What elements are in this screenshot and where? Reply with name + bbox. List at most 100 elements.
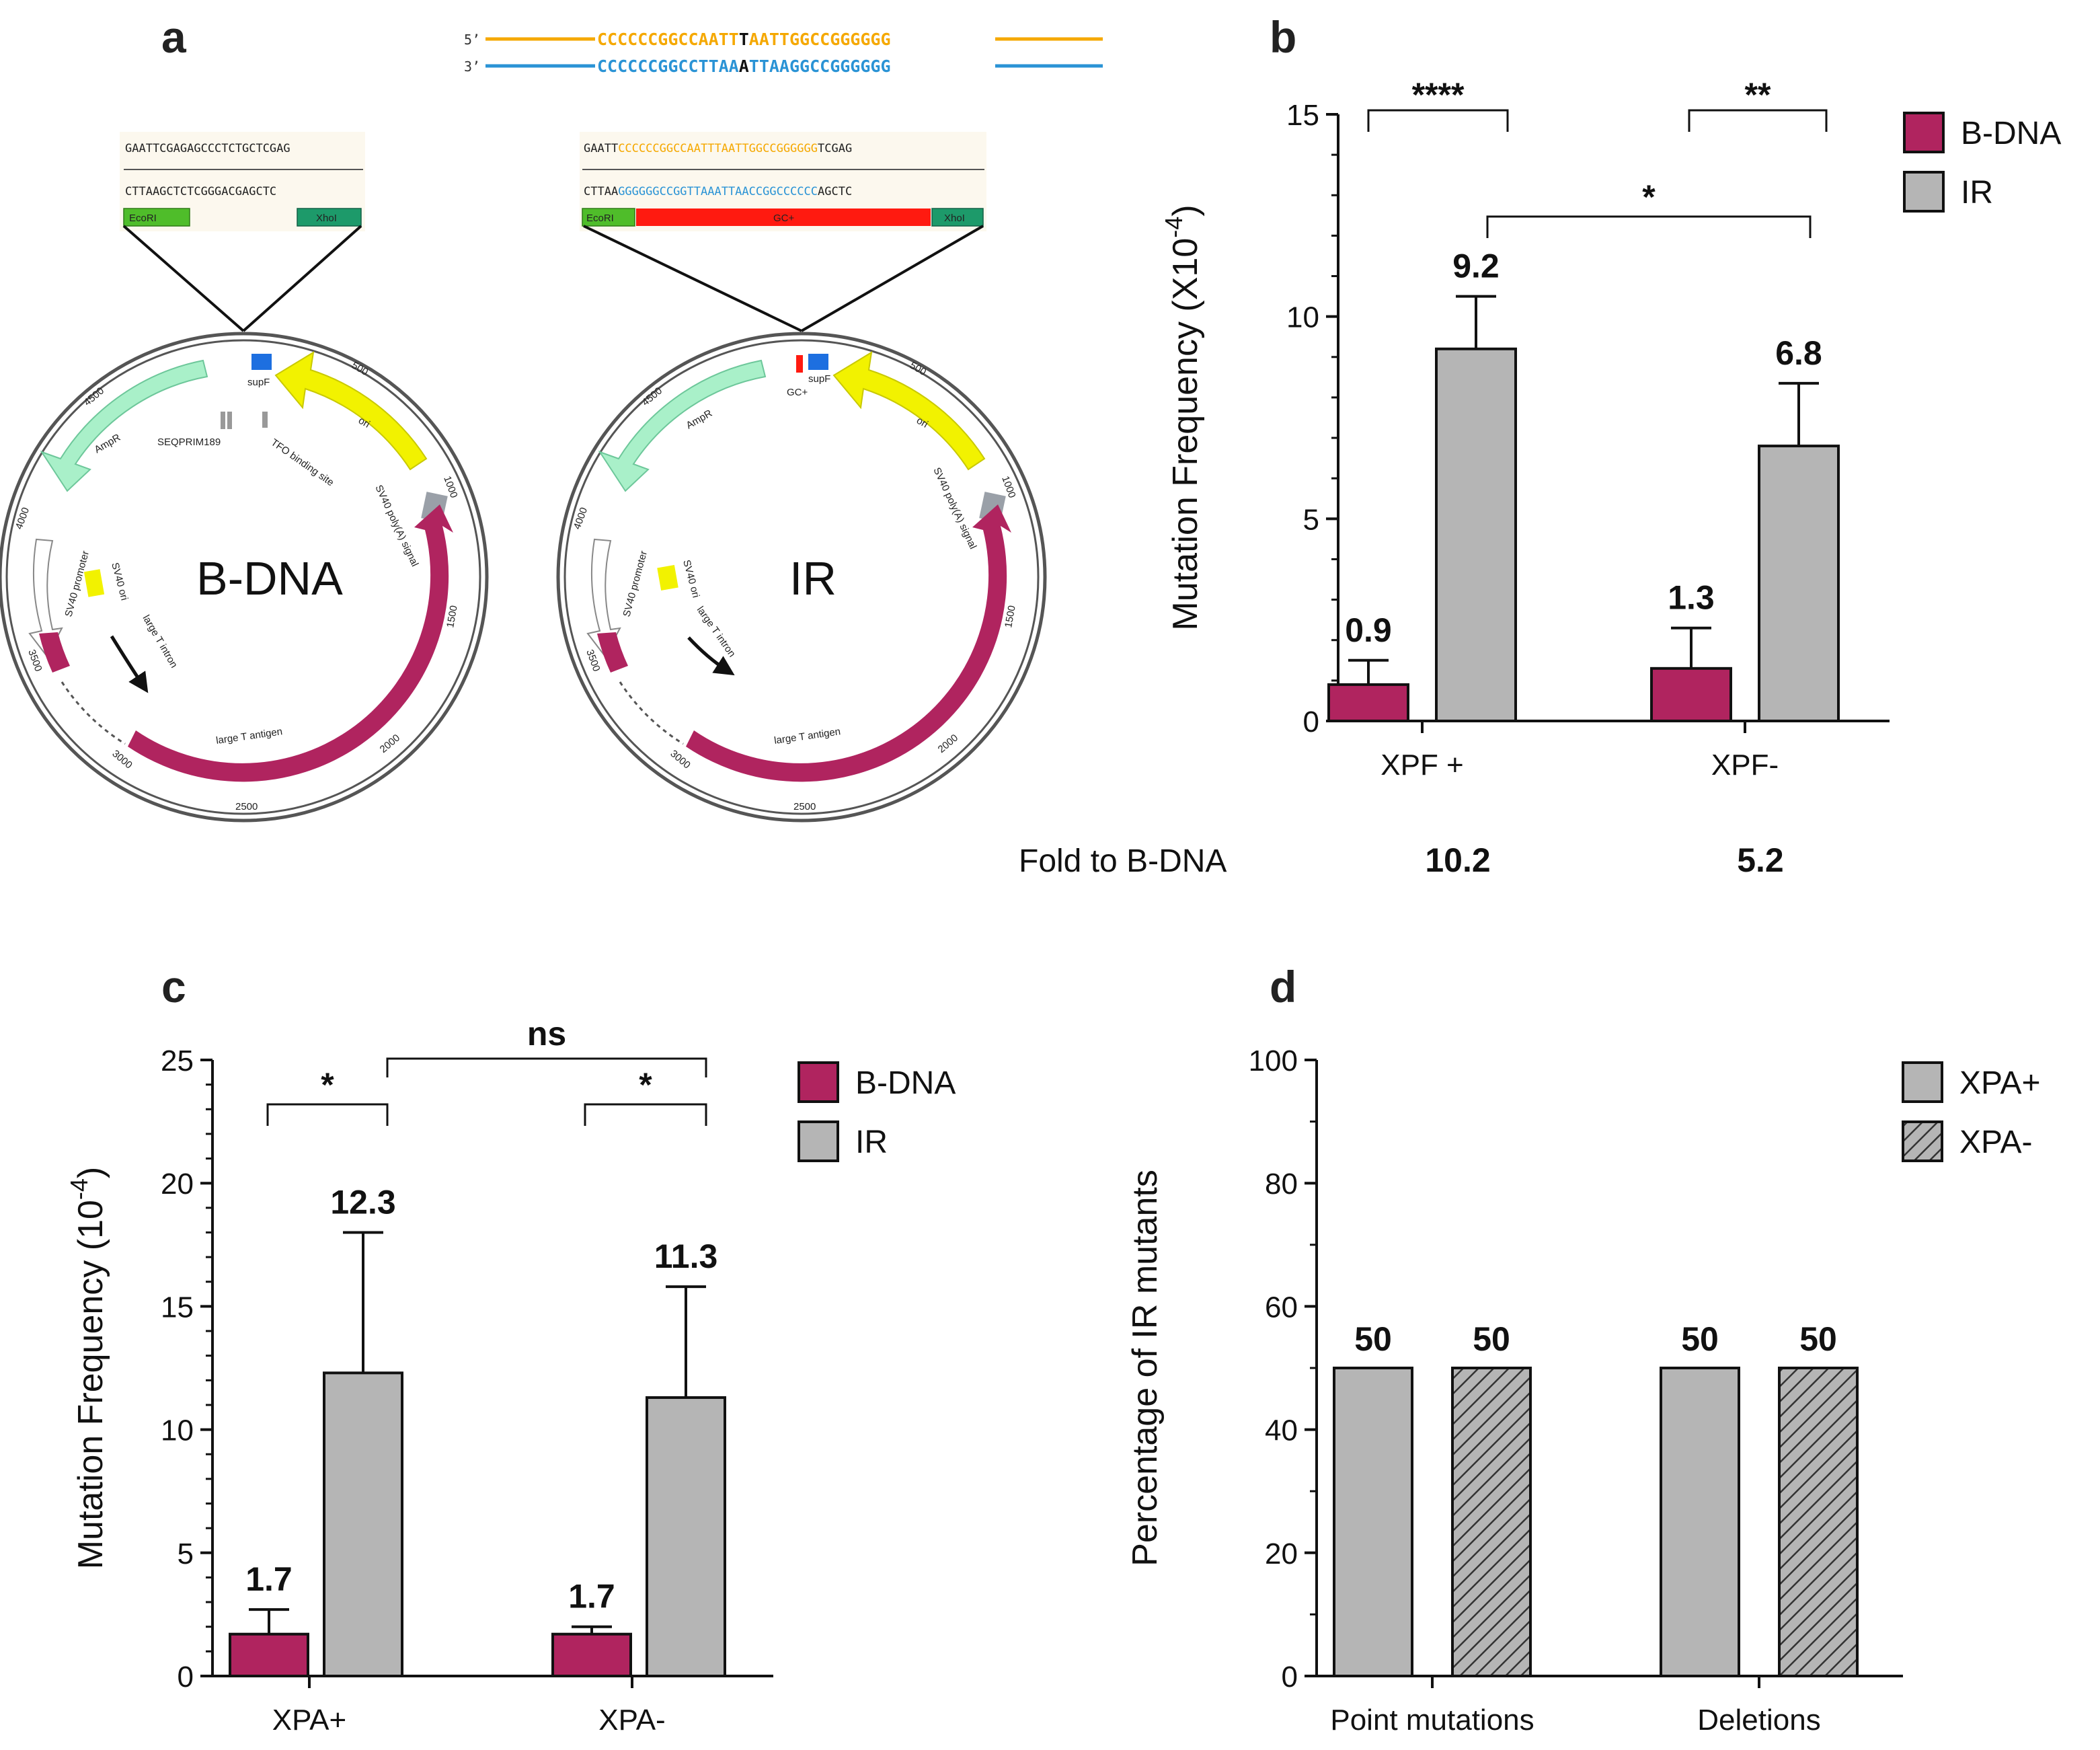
ir-ecori-label: EcoRI xyxy=(586,213,614,224)
ir-gc-site xyxy=(636,208,931,226)
bdna-ori-arrow xyxy=(274,351,428,471)
bar-ir-0 xyxy=(1435,347,1517,722)
ir-antigen-segment xyxy=(597,632,628,673)
significance-label: ns xyxy=(527,1015,566,1053)
bdna-tfo-feature xyxy=(262,412,268,428)
y-tick-label: 80 xyxy=(1265,1168,1298,1201)
ir-tick-2500: 2500 xyxy=(793,801,816,812)
bdna-ori-label: ori xyxy=(356,415,372,430)
ir-backbone-inner xyxy=(563,339,1040,815)
bdna-intron-dashed xyxy=(61,681,126,745)
chart-b: 0 5 10 15 XPF + XPF- 0.9 1.3 9.2 6.8 B-DNA IR Mutati… xyxy=(1019,76,2061,879)
ir-map-center-label: IR xyxy=(789,552,837,605)
bdna-ampr-arrow xyxy=(40,359,208,492)
bdna-antigen-arrow xyxy=(128,504,453,782)
bdna-tick-2500: 2500 xyxy=(235,801,258,812)
bdna-insert: GAATTCGAGAGCCCTCTGCTCGAG CTTAAGCTCTCGGGA… xyxy=(120,132,365,332)
x-category-label: XPF- xyxy=(1711,749,1779,782)
data-label: 1.7 xyxy=(245,1560,293,1598)
significance-label: * xyxy=(1642,178,1656,216)
bar-b-dna-0 xyxy=(229,1632,309,1677)
ir-gc-label: GC+ xyxy=(773,213,795,224)
ir-supf-feature xyxy=(808,354,828,370)
y-tick-label: 25 xyxy=(161,1044,194,1077)
bar-b-dna-1 xyxy=(1650,667,1732,722)
bdna-ecori-site xyxy=(123,208,190,227)
dna-sequence-header: 5’ CCCCCCGGCCAATTTAATTGGCCGGGGGG 3’ CCCC… xyxy=(464,30,1103,76)
bdna-tick-4500: 4500 xyxy=(82,385,106,408)
data-label: 50 xyxy=(1473,1320,1510,1358)
panel-letter-a: a xyxy=(161,12,187,62)
data-label: 50 xyxy=(1681,1320,1719,1358)
bdna-tick-3000: 3000 xyxy=(110,748,134,771)
ir-ampr-label: AmpR xyxy=(685,408,715,432)
bar-xpa--0 xyxy=(1333,1367,1413,1677)
ir-backbone-outer xyxy=(556,332,1047,823)
bdna-ecori-label: EcoRI xyxy=(129,213,157,224)
bdna-seqprim-feature-2 xyxy=(227,412,232,429)
legend-swatch xyxy=(1902,1061,1943,1103)
ir-tick-4500: 4500 xyxy=(640,385,664,408)
ir-insert-top-seq: GAATTCCCCCCGGCCAATTTAATTGGCCGGGGGGTCGAG xyxy=(584,142,852,155)
bdna-tick-1500: 1500 xyxy=(444,605,460,629)
data-label: 0.9 xyxy=(1345,611,1392,649)
ir-intron-dashed xyxy=(619,681,684,745)
bdna-tick-2000: 2000 xyxy=(378,732,402,755)
ir-promoter-label: SV40 promoter xyxy=(621,549,650,618)
ir-xhoi-label: XhoI xyxy=(944,213,965,224)
significance-bracket xyxy=(1367,109,1509,132)
bar-xpa--0 xyxy=(1451,1367,1532,1677)
bdna-tfo-label: TFO binding site xyxy=(269,436,336,488)
significance-label: * xyxy=(639,1066,652,1104)
legend-swatch xyxy=(798,1061,839,1103)
bar-xpa--1 xyxy=(1778,1367,1859,1677)
ir-zoom-line-left xyxy=(583,225,802,332)
y-axis-title: Mutation Frequency (X10-4) xyxy=(1160,204,1205,630)
ir-polya-label: SV40 poly(A) signal xyxy=(931,466,978,551)
bdna-map-center-label: B-DNA xyxy=(196,552,343,605)
significance-bracket xyxy=(1486,215,1812,238)
bdna-insert-bottom-seq: CTTAAGCTCTCGGGACGAGCTC xyxy=(125,185,276,198)
y-tick-label: 15 xyxy=(161,1291,194,1324)
top-strand-seq: CCCCCCGGCCAATTTAATTGGCCGGGGGG xyxy=(597,30,891,49)
significance-bracket xyxy=(386,1057,707,1077)
y-tick-label: 60 xyxy=(1265,1291,1298,1324)
y-tick-label: 100 xyxy=(1249,1044,1298,1077)
bdna-supf-feature xyxy=(251,354,272,370)
ir-zoom-line-right xyxy=(800,225,984,332)
ir-ampr-arrow xyxy=(598,359,767,492)
bdna-intron-arrow xyxy=(110,635,149,693)
y-tick-label: 0 xyxy=(1282,1661,1298,1694)
bdna-tick-3500: 3500 xyxy=(26,648,44,673)
bdna-seqprim-label: SEQPRIM189 xyxy=(157,436,221,448)
x-category-label: Deletions xyxy=(1697,1704,1820,1737)
ir-xhoi-site xyxy=(931,208,984,227)
bdna-backbone-outer xyxy=(0,332,489,823)
bottom-strand-prime: 3’ xyxy=(464,59,480,75)
x-category-label: Point mutations xyxy=(1330,1704,1534,1737)
y-tick-label: 5 xyxy=(178,1537,194,1570)
bdna-supf-label: supF xyxy=(247,377,270,388)
legend-swatch xyxy=(1903,112,1945,153)
significance-label: ** xyxy=(1745,76,1771,114)
ir-tick-3500: 3500 xyxy=(584,648,602,673)
panel-letter-b: b xyxy=(1270,12,1296,62)
legend-label: B-DNA xyxy=(855,1065,956,1101)
legend-label: IR xyxy=(1961,175,1993,211)
data-label: 50 xyxy=(1354,1320,1392,1358)
ir-intron-arrow xyxy=(687,636,735,676)
data-label: 6.8 xyxy=(1775,334,1822,372)
bdna-sv40ori-label: SV40 ori xyxy=(109,562,130,602)
x-category-label: XPA- xyxy=(598,1704,665,1737)
ir-gcplus-label: GC+ xyxy=(787,387,808,398)
ir-insert: GAATTCCCCCCGGCCAATTTAATTGGCCGGGGGGTCGAG … xyxy=(580,132,986,332)
ir-antigen-label: large T antigen xyxy=(773,726,841,747)
ir-sv40ori-label: SV40 ori xyxy=(680,559,701,599)
significance-bracket xyxy=(584,1103,707,1126)
significance-label: * xyxy=(321,1066,334,1104)
bdna-plasmid-map: supF AmpR ori SEQPRIM189 TFO binding sit… xyxy=(0,332,489,823)
y-tick-label: 10 xyxy=(161,1414,194,1447)
bdna-antigen-label: large T antigen xyxy=(215,726,283,747)
legend-label: XPA- xyxy=(1959,1125,2032,1160)
y-tick-label: 20 xyxy=(1265,1537,1298,1570)
